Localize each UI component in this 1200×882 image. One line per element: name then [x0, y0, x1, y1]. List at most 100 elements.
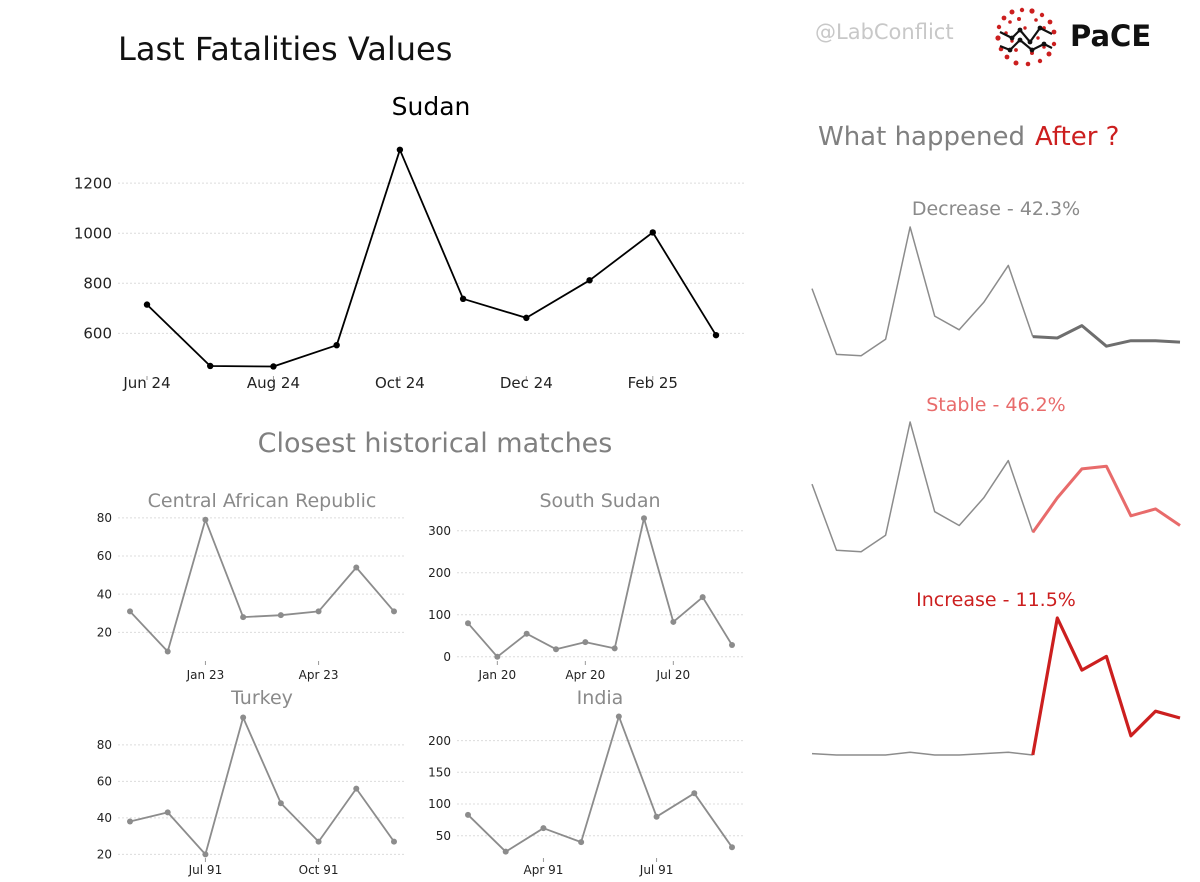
car-data-point: [164, 648, 171, 655]
main-xtick-label: Aug 24: [247, 374, 300, 392]
main-ytick-label: 600: [83, 325, 112, 343]
turkey-data-point: [315, 838, 322, 845]
car-data-point: [353, 564, 360, 571]
main-ytick-label: 1200: [74, 174, 112, 192]
south-sudan-chart-title: South Sudan: [539, 490, 660, 512]
turkey-data-point: [353, 785, 360, 792]
india-xtick-label: Jul 91: [639, 863, 674, 877]
main-xtick-label: Feb 25: [628, 374, 678, 392]
car-data-point: [391, 608, 397, 615]
south-sudan-data-point: [670, 618, 677, 625]
india-data-point: [578, 839, 585, 846]
main-data-point: [207, 362, 214, 370]
india-xtick-label: Apr 91: [524, 863, 564, 877]
main-ytick-label: 800: [83, 275, 112, 293]
car-xtick-label: Apr 23: [299, 668, 339, 682]
turkey-data-point: [164, 809, 171, 816]
car-series-line: [129, 518, 395, 653]
turkey-data-point: [277, 800, 284, 807]
india-data-point: [653, 813, 660, 820]
main-xtick-label: Jun 24: [122, 374, 170, 392]
logo-text: PaCE: [1070, 19, 1152, 53]
india-data-point: [729, 844, 735, 851]
car-ytick-label: 60: [97, 549, 112, 563]
south-sudan-xtick-label: Jul 20: [656, 668, 691, 682]
stable-projection-line: [1031, 464, 1181, 534]
india-ytick-label: 100: [428, 797, 451, 811]
car-data-point: [240, 614, 247, 621]
turkey-ytick-label: 80: [97, 738, 112, 752]
south-sudan-series-line: [467, 517, 733, 658]
india-chart-title: India: [577, 687, 624, 709]
turkey-data-point: [202, 851, 209, 858]
india-data-point: [691, 790, 698, 797]
south-sudan-data-point: [582, 639, 589, 646]
south-sudan-data-point: [611, 645, 618, 652]
south-sudan-data-point: [553, 646, 559, 653]
car-data-point: [277, 612, 284, 619]
after-title-text: What happened: [818, 122, 1025, 152]
south-sudan-data-point: [641, 515, 647, 522]
south-sudan-xtick-label: Jan 20: [478, 668, 517, 682]
main-chart-title: Sudan: [392, 92, 471, 121]
after-section-title: What happened After ?: [818, 122, 1119, 152]
india-ytick-label: 150: [428, 766, 451, 780]
south-sudan-ytick-label: 0: [443, 650, 451, 664]
india-data-point: [615, 713, 622, 720]
page-title: Last Fatalities Values: [118, 30, 453, 68]
turkey-data-point: [391, 838, 397, 845]
india-series-line: [467, 715, 733, 853]
main-data-point: [586, 277, 593, 284]
south-sudan-ytick-label: 200: [428, 566, 451, 580]
india-data-point: [540, 825, 547, 832]
main-data-point: [459, 295, 467, 303]
car-data-point: [127, 608, 133, 615]
turkey-ytick-label: 60: [97, 775, 112, 789]
main-data-point: [396, 146, 404, 153]
car-xtick-label: Jan 23: [186, 668, 225, 682]
turkey-data-point: [240, 714, 247, 721]
after-title-highlight: After ?: [1034, 122, 1120, 152]
turkey-chart-title: Turkey: [230, 687, 293, 709]
car-data-point: [315, 608, 322, 615]
car-data-point: [202, 516, 209, 523]
stable-history-line: [811, 421, 1034, 553]
main-xtick-label: Dec 24: [500, 374, 553, 392]
turkey-ytick-label: 40: [97, 811, 112, 825]
car-chart-title: Central African Republic: [148, 490, 377, 512]
twitter-handle[interactable]: @LabConflict: [815, 20, 954, 44]
main-ytick-label: 1000: [74, 224, 112, 242]
main-data-point: [712, 331, 720, 339]
india-ytick-label: 50: [436, 829, 451, 843]
increase-scenario-title: Increase - 11.5%: [916, 589, 1076, 611]
turkey-xtick-label: Oct 91: [299, 863, 339, 877]
india-ytick-label: 200: [428, 734, 451, 748]
pace-logo-icon: [995, 7, 1057, 67]
south-sudan-data-point: [465, 620, 471, 627]
south-sudan-xtick-label: Apr 20: [565, 668, 605, 682]
car-ytick-label: 40: [97, 587, 112, 601]
decrease-history-line: [811, 226, 1034, 357]
india-data-point: [465, 811, 471, 818]
south-sudan-data-point: [494, 653, 501, 660]
turkey-data-point: [127, 818, 133, 825]
stable-scenario-title: Stable - 46.2%: [926, 394, 1065, 416]
increase-history-line: [811, 751, 1033, 756]
south-sudan-data-point: [729, 642, 735, 649]
main-data-point: [270, 363, 277, 370]
turkey-ytick-label: 20: [97, 848, 112, 862]
turkey-series-line: [129, 716, 395, 856]
main-series-line: [146, 148, 717, 368]
matches-section-title: Closest historical matches: [257, 428, 613, 459]
main-xtick-label: Oct 24: [375, 374, 425, 392]
south-sudan-data-point: [523, 630, 530, 637]
south-sudan-ytick-label: 100: [428, 608, 451, 622]
main-data-point: [143, 301, 151, 308]
main-data-point: [333, 341, 340, 349]
decrease-scenario-title: Decrease - 42.3%: [912, 198, 1080, 220]
main-data-point: [649, 229, 656, 236]
south-sudan-data-point: [699, 594, 706, 601]
india-data-point: [502, 848, 509, 855]
decrease-projection-line: [1032, 324, 1181, 348]
